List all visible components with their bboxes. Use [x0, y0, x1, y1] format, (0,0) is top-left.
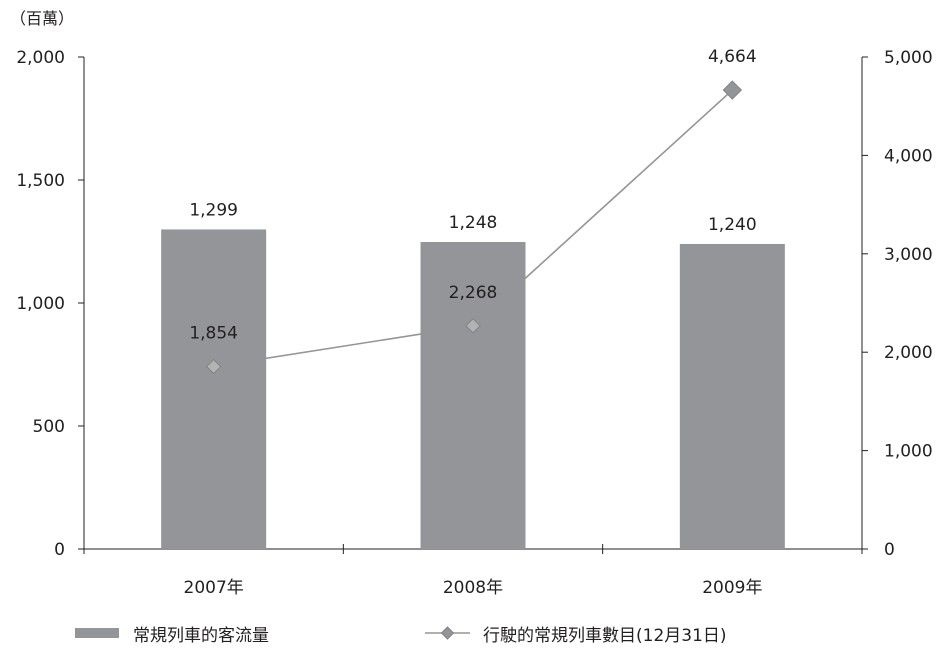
right-tick-label: 4,000	[884, 146, 933, 166]
line-value-label: 2,268	[449, 283, 498, 303]
right-tick-label: 5,000	[884, 48, 933, 68]
line-value-label: 1,854	[189, 324, 238, 344]
left-tick-label: 500	[33, 417, 65, 437]
line-series	[205, 80, 743, 375]
bar-value-label: 1,299	[189, 200, 238, 220]
left-tick-label: 2,000	[16, 48, 65, 68]
bar	[679, 243, 785, 549]
legend: 常規列車的客流量 行駛的常規列車數目(12月31日)	[75, 626, 727, 646]
legend-line-marker-icon	[440, 626, 455, 640]
legend-bar-swatch	[75, 628, 119, 638]
x-category-label: 2009年	[702, 578, 762, 598]
line-point-marker	[722, 80, 743, 100]
legend-bar-label: 常規列車的客流量	[133, 626, 269, 646]
x-category-label: 2007年	[184, 578, 244, 598]
bar-value-label: 1,240	[708, 215, 757, 235]
bar-value-label: 1,248	[449, 213, 498, 233]
right-tick-label: 3,000	[884, 245, 933, 265]
left-tick-label: 1,500	[16, 171, 65, 191]
bars	[161, 229, 785, 550]
bar-labels: 1,299 1,248 1,240	[189, 200, 756, 235]
right-tick-label: 0	[884, 540, 895, 560]
left-tick-label: 1,000	[16, 294, 65, 314]
line-point-marker	[465, 318, 481, 334]
line-point-marker	[205, 358, 222, 375]
line-value-label: 4,664	[708, 47, 757, 67]
bar	[161, 229, 267, 550]
right-tick-label: 1,000	[884, 442, 933, 462]
legend-line-label: 行駛的常規列車數目(12月31日)	[483, 626, 727, 646]
line-labels: 1,854 2,268 4,664	[189, 47, 756, 344]
x-category-label: 2008年	[443, 578, 503, 598]
axes: 0 500 1,000 1,500 2,000 0 1,000 2,000 3,000 4,000…	[16, 48, 932, 598]
y-unit-label: （百萬）	[10, 9, 74, 28]
left-tick-label: 0	[54, 540, 65, 560]
right-tick-label: 2,000	[884, 343, 933, 363]
